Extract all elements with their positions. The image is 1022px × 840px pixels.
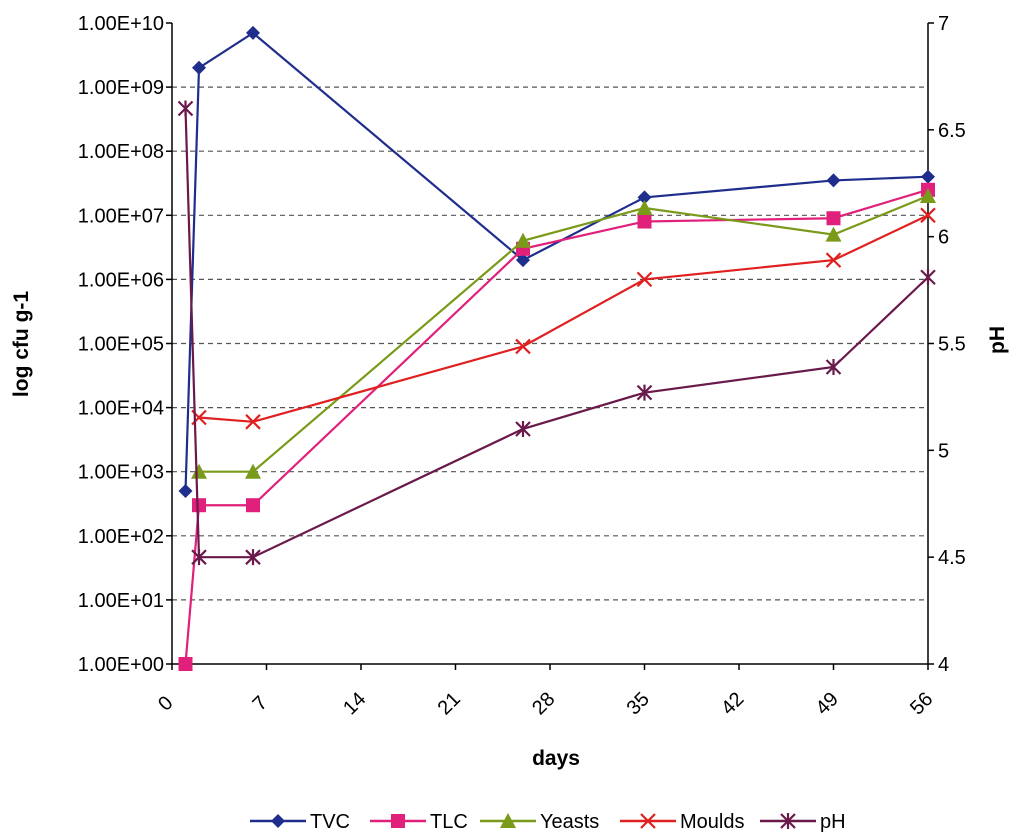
- data-point-ph: [516, 421, 530, 437]
- legend-label-ph: pH: [820, 811, 846, 833]
- y-left-tick-label: 1.00E+01: [78, 590, 164, 612]
- x-tick-label: 49: [812, 688, 843, 719]
- x-tick-label: 42: [717, 688, 748, 719]
- x-tick-label: 35: [623, 688, 654, 719]
- y-left-tick-label: 1.00E+07: [78, 205, 164, 227]
- y-left-tick-label: 1.00E+02: [78, 526, 164, 548]
- series-line-ph: [186, 108, 929, 557]
- y-left-tick-label: 1.00E+10: [78, 13, 164, 35]
- legend-label-tlc: TLC: [430, 811, 468, 833]
- data-point-tvc: [921, 170, 935, 184]
- y-left-tick-label: 1.00E+04: [78, 398, 164, 420]
- y-right-tick-label: 4.5: [938, 547, 966, 569]
- x-tick-label: 14: [339, 688, 370, 719]
- y-right-tick-label: 6.5: [938, 120, 966, 142]
- x-tick-label: 28: [528, 688, 559, 719]
- y-left-tick-label: 1.00E+03: [78, 462, 164, 484]
- y-left-axis-title: log cfu g-1: [10, 291, 33, 397]
- legend-label-yeasts: Yeasts: [540, 811, 599, 833]
- series-line-moulds: [199, 215, 928, 422]
- x-tick-label: 0: [154, 692, 177, 715]
- y-right-tick-label: 5.5: [938, 334, 966, 356]
- y-right-tick-label: 7: [938, 13, 949, 35]
- legend-label-tvc: TVC: [310, 811, 350, 833]
- y-right-tick-label: 5: [938, 440, 949, 462]
- data-point-tlc: [192, 498, 206, 512]
- x-axis-title: days: [532, 747, 580, 770]
- x-tick-label: 21: [434, 688, 465, 719]
- data-point-tvc: [192, 61, 206, 75]
- data-point-tvc: [827, 173, 841, 187]
- y-right-axis-title: pH: [986, 326, 1009, 354]
- legend-marker-tlc: [391, 814, 405, 828]
- x-tick-label: 7: [249, 692, 272, 715]
- data-point-ph: [179, 100, 193, 116]
- y-left-tick-label: 1.00E+06: [78, 269, 164, 291]
- data-point-tlc: [638, 215, 652, 229]
- x-tick-label: 56: [906, 688, 937, 719]
- y-left-tick-label: 1.00E+09: [78, 77, 164, 99]
- y-left-tick-label: 1.00E+08: [78, 141, 164, 163]
- data-point-moulds: [516, 339, 530, 353]
- data-point-tlc: [246, 498, 260, 512]
- data-point-tlc: [827, 211, 841, 225]
- y-left-tick-label: 1.00E+00: [78, 654, 164, 676]
- y-left-tick-label: 1.00E+05: [78, 334, 164, 356]
- data-point-yeasts: [637, 200, 653, 215]
- legend-marker-tvc: [271, 814, 285, 828]
- legend-label-moulds: Moulds: [680, 811, 744, 833]
- series-line-yeasts: [199, 196, 928, 472]
- data-point-ph: [921, 269, 935, 285]
- y-right-tick-label: 4: [938, 654, 949, 676]
- data-point-tvc: [179, 484, 193, 498]
- y-right-tick-label: 6: [938, 227, 949, 249]
- data-point-tlc: [179, 657, 193, 671]
